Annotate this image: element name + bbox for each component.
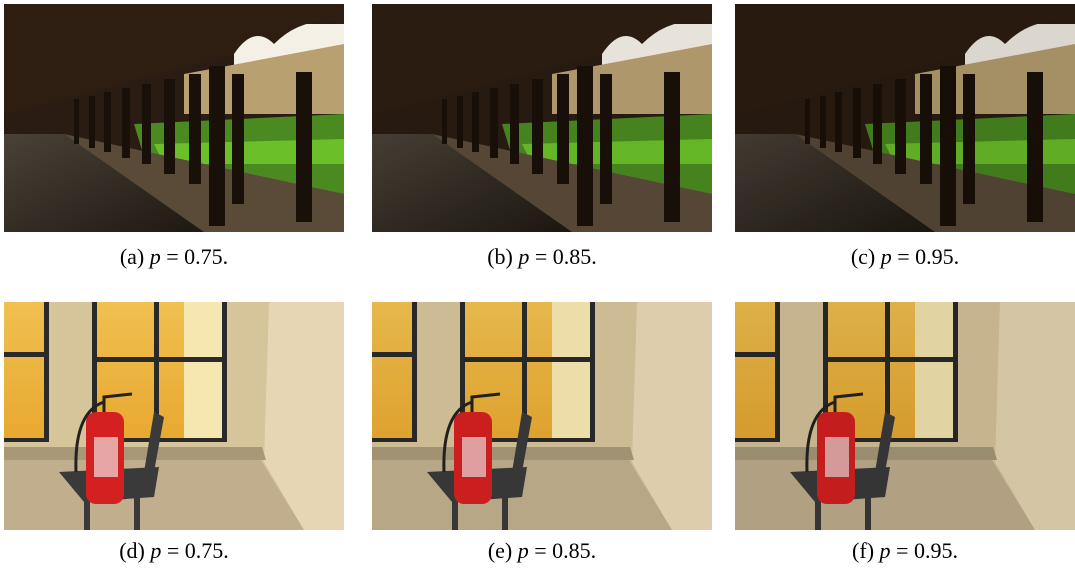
photo bbox=[4, 4, 344, 232]
caption-value: = 0.95. bbox=[897, 244, 959, 269]
caption-value: = 0.95. bbox=[896, 538, 958, 563]
caption-var: p bbox=[880, 538, 891, 563]
caption-value: = 0.85. bbox=[534, 538, 596, 563]
caption-var: p bbox=[518, 538, 529, 563]
caption-value: = 0.75. bbox=[167, 538, 229, 563]
caption-var: p bbox=[881, 244, 892, 269]
caption-tag: (c) bbox=[851, 244, 875, 269]
caption-tag: (d) bbox=[119, 538, 145, 563]
photo bbox=[735, 302, 1075, 530]
photo bbox=[735, 4, 1075, 232]
caption: (b) p = 0.85. bbox=[372, 244, 712, 270]
caption-var: p bbox=[518, 244, 529, 269]
caption: (c) p = 0.95. bbox=[735, 244, 1075, 270]
photo bbox=[372, 4, 712, 232]
caption: (e) p = 0.85. bbox=[372, 538, 712, 564]
caption: (a) p = 0.75. bbox=[4, 244, 344, 270]
caption-tag: (a) bbox=[120, 244, 144, 269]
caption-tag: (b) bbox=[487, 244, 513, 269]
caption-value: = 0.75. bbox=[166, 244, 228, 269]
caption-var: p bbox=[150, 244, 161, 269]
caption-var: p bbox=[150, 538, 161, 563]
photo bbox=[4, 302, 344, 530]
caption-tag: (e) bbox=[488, 538, 512, 563]
caption-value: = 0.85. bbox=[535, 244, 597, 269]
page: (a) p = 0.75. (b) p = 0.85. (c) p = 0.95… bbox=[0, 0, 1075, 572]
photo bbox=[372, 302, 712, 530]
caption: (d) p = 0.75. bbox=[4, 538, 344, 564]
caption: (f) p = 0.95. bbox=[735, 538, 1075, 564]
caption-tag: (f) bbox=[852, 538, 874, 563]
